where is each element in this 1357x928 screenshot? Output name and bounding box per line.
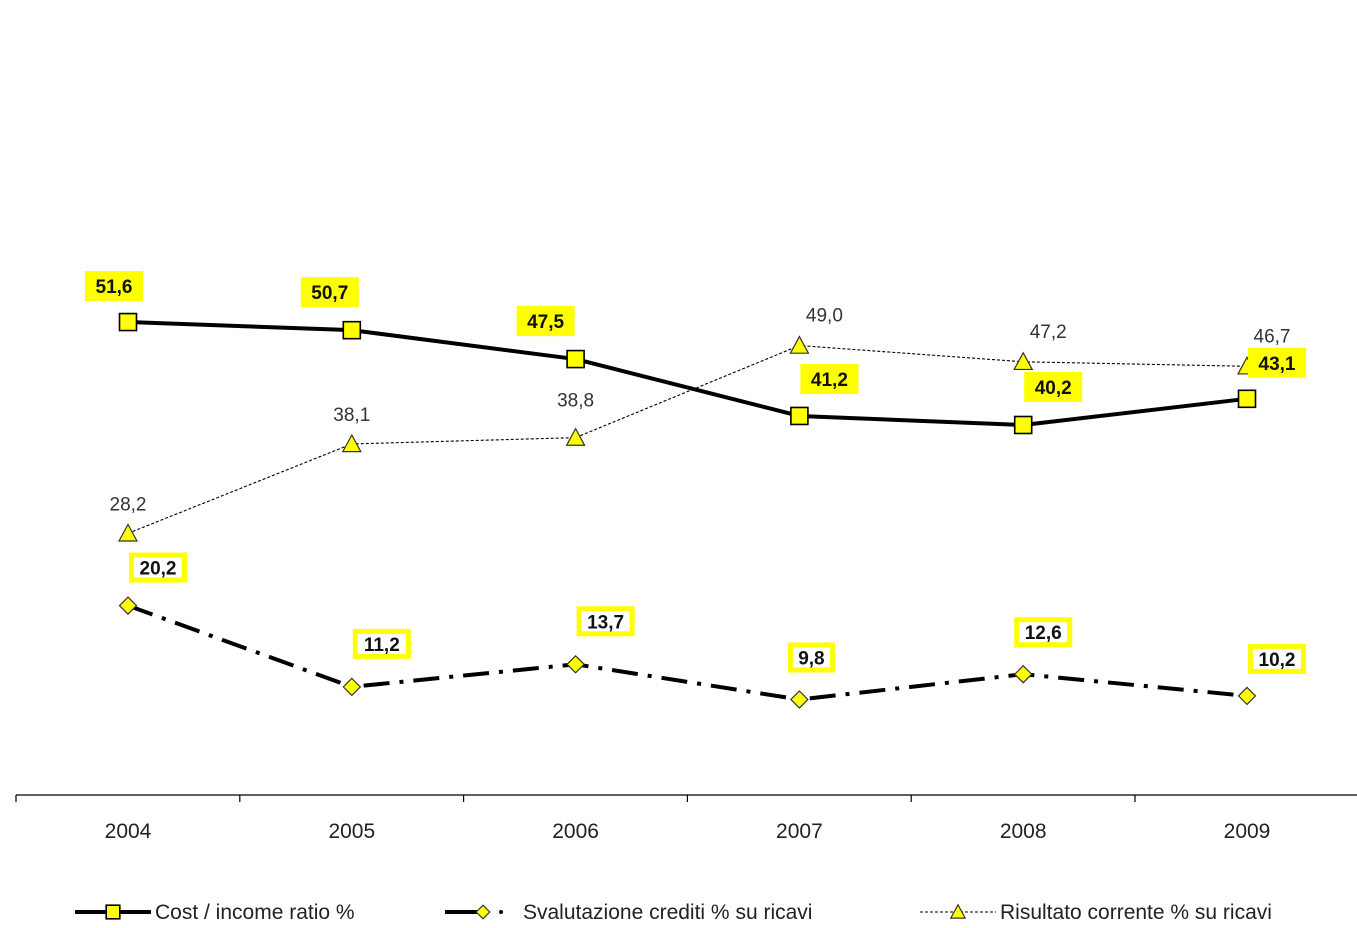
data-label-inner	[792, 647, 830, 668]
series-line-1	[127, 320, 1248, 427]
data-point-diamond	[118, 596, 138, 615]
series-line-2	[127, 603, 1248, 702]
data-point-square	[342, 320, 362, 340]
data-point-triangle	[1013, 351, 1034, 371]
series-line-3	[127, 344, 1248, 534]
data-label-box	[516, 306, 575, 337]
data-label: 40,2	[1035, 378, 1072, 399]
data-point-square	[790, 406, 809, 426]
data-point-diamond	[566, 654, 585, 674]
x-axis: 2004 2005 2006 2007 2008 2009	[15, 794, 1357, 843]
data-label: 43,1	[1259, 354, 1296, 375]
data-label: 46,7	[1254, 326, 1291, 347]
data-label: 51,6	[96, 277, 133, 298]
x-tick-label: 2008	[1000, 820, 1047, 843]
legend-item: Cost / income ratio %	[75, 901, 355, 924]
data-point-square	[1237, 389, 1257, 409]
data-label: 41,2	[811, 370, 848, 391]
data-label-box	[1248, 347, 1306, 378]
data-label: 38,8	[557, 391, 594, 412]
data-label: 20,2	[140, 559, 177, 580]
series-lines	[127, 320, 1248, 702]
legend-item: Risultato corrente % su ricavi	[920, 901, 1272, 924]
data-point-diamond	[1237, 686, 1257, 706]
data-label-inner	[1253, 648, 1301, 669]
legend-label: Risultato corrente % su ricavi	[1000, 901, 1272, 924]
data-point-diamond	[342, 677, 362, 697]
series-markers	[117, 312, 1258, 709]
data-point-triangle	[117, 523, 139, 542]
data-label-box	[1024, 371, 1083, 402]
legend-label: Svalutazione crediti % su ricavi	[523, 901, 812, 924]
data-label: 38,1	[333, 405, 370, 426]
data-labels: 51,6 50,7 47,5 41,2 40,2 43,1 20,2 11,2 13,7 9,8 1…	[85, 271, 1306, 674]
data-label: 9,8	[798, 649, 824, 670]
data-point-diamond	[790, 690, 809, 709]
x-tick-label: 2009	[1224, 820, 1271, 843]
data-label: 47,2	[1030, 322, 1067, 343]
x-tick-label: 2007	[776, 820, 823, 843]
data-point-square	[118, 312, 138, 332]
data-label-inner	[1019, 622, 1068, 643]
legend-marker-square	[105, 904, 121, 920]
legend-marker-triangle	[949, 903, 967, 919]
data-point-diamond	[1013, 664, 1033, 684]
data-point-triangle	[341, 433, 362, 453]
data-label-inner	[134, 557, 182, 578]
data-label-inner	[357, 633, 406, 654]
data-label-box	[300, 277, 359, 308]
data-label: 12,6	[1025, 623, 1062, 644]
data-label-box	[800, 363, 859, 394]
data-point-square	[1013, 415, 1033, 435]
data-point-square	[566, 349, 585, 369]
data-label: 47,5	[527, 312, 564, 333]
legend: Cost / income ratio % Svalutazione credit…	[75, 901, 1272, 924]
legend-item: Svalutazione crediti % su ricavi	[445, 901, 812, 924]
data-label: 50,7	[311, 283, 348, 304]
data-label-inner	[581, 611, 630, 632]
data-label: 49,0	[806, 306, 843, 327]
data-label: 11,2	[364, 635, 400, 656]
legend-marker-diamond	[475, 904, 491, 920]
x-tick-label: 2004	[105, 820, 152, 843]
data-label-box	[85, 271, 143, 302]
data-point-triangle	[789, 335, 810, 354]
data-label: 10,2	[1259, 650, 1296, 671]
data-point-triangle	[565, 427, 586, 446]
data-label: 13,7	[587, 612, 624, 633]
x-tick-label: 2006	[552, 820, 599, 843]
legend-line-dot	[499, 910, 503, 914]
x-tick-label: 2005	[328, 820, 375, 843]
legend-label: Cost / income ratio %	[155, 901, 355, 924]
data-label: 28,2	[110, 494, 147, 515]
